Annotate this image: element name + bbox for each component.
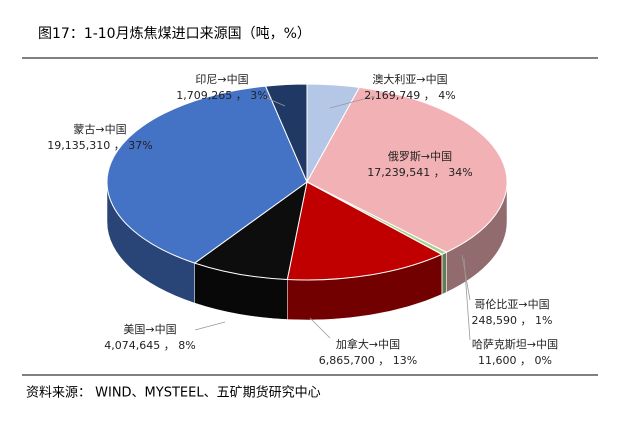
chart-title: 图17：1-10月炼焦煤进口来源国（吨，%） <box>38 26 311 42</box>
data-label-name: 蒙古→中国 <box>73 123 126 136</box>
data-label-name: 印尼→中国 <box>195 73 248 86</box>
data-label-name: 加拿大→中国 <box>336 337 400 351</box>
data-label-name: 哈萨克斯坦→中国 <box>472 337 558 351</box>
data-label-value: 6,865,700 ， 13% <box>319 354 417 367</box>
data-label-value: 17,239,541 ， 34% <box>367 166 472 179</box>
data-label-name: 哥伦比亚→中国 <box>474 297 549 311</box>
leader-line <box>461 254 471 301</box>
slice <box>306 86 508 253</box>
data-label-name: 俄罗斯→中国 <box>388 150 452 163</box>
slice <box>193 180 308 281</box>
leader-line <box>309 317 331 339</box>
slice-side <box>441 251 447 295</box>
data-label-value: 1,709,265 ， 3% <box>176 89 267 102</box>
data-label-value: 2,169,749 ， 4% <box>364 89 455 102</box>
slice <box>264 83 308 183</box>
leader-line <box>463 257 471 341</box>
data-label-value: 248,590 ， 1% <box>472 314 553 327</box>
leader-line <box>329 95 376 109</box>
source: 资料来源： WIND、MYSTEEL、五矿期货研究中心 <box>26 385 321 401</box>
leader-line <box>194 321 226 331</box>
slice <box>106 85 308 264</box>
data-label-value: 11,600 ， 0% <box>478 354 552 367</box>
data-label-value: 19,135,310 ， 37% <box>47 139 152 152</box>
data-label-name: 美国→中国 <box>123 323 176 336</box>
slice <box>286 181 443 281</box>
data-label-name: 澳大利亚→中国 <box>372 72 447 86</box>
leader-line <box>261 95 286 107</box>
data-label-value: 4,074,645 ， 8% <box>104 339 195 352</box>
